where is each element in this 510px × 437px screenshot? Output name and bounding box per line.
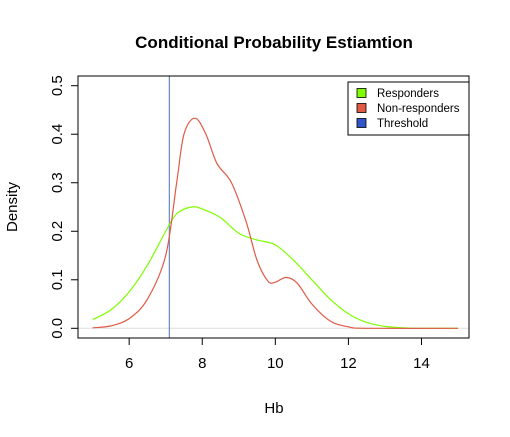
y-tick-label: 0.2 xyxy=(49,221,66,242)
x-tick-label: 14 xyxy=(413,355,430,372)
legend-swatch xyxy=(356,118,367,128)
legend-swatch xyxy=(356,88,367,98)
series-line-responders xyxy=(92,206,459,329)
x-tick-label: 6 xyxy=(125,355,133,372)
chart-title: Conditional Probability Estiamtion xyxy=(135,33,413,52)
legend-box xyxy=(347,81,470,136)
x-tick-label: 8 xyxy=(198,355,206,372)
y-tick-label: 0.0 xyxy=(49,318,66,339)
y-tick-label: 0.3 xyxy=(49,172,66,193)
legend-swatch xyxy=(356,103,367,113)
y-tick-label: 0.5 xyxy=(49,75,66,96)
series-line-non-responders xyxy=(92,117,459,330)
legend-label: Responders xyxy=(377,88,439,100)
x-axis-label: Hb xyxy=(264,400,283,417)
y-tick-label: 0.1 xyxy=(49,269,66,290)
legend-label: Non-responders xyxy=(377,103,460,115)
legend: Responders Non-responders Threshold xyxy=(347,81,470,136)
y-tick-label: 0.4 xyxy=(49,124,66,145)
legend-label: Threshold xyxy=(377,118,428,130)
x-tick-label: 12 xyxy=(340,355,357,372)
x-tick-label: 10 xyxy=(267,355,284,372)
y-axis-label: Density xyxy=(4,181,21,232)
